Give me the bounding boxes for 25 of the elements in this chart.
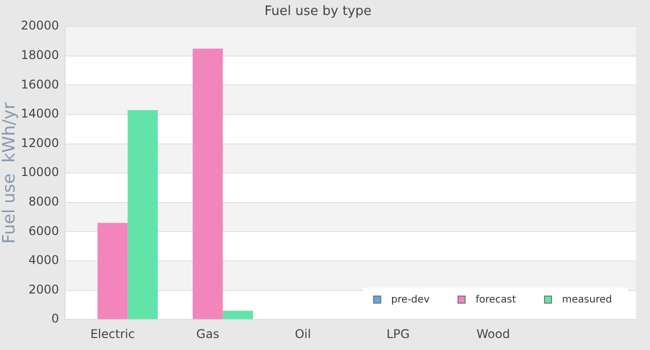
y-tick-label: 14000 [20,106,59,121]
y-tick-label: 4000 [28,253,59,268]
bar [192,48,223,320]
x-tick-label: LPG [386,326,410,341]
y-tick-label: 6000 [28,224,59,238]
x-tick-label: Oil [294,326,311,341]
y-tick-label: 20000 [20,18,59,33]
y-tick-label: 18000 [20,48,59,62]
y-tick-label: 8000 [28,194,59,209]
y-tick-label: 10000 [20,165,59,180]
legend-label: measured [562,294,612,306]
legend-label: pre-dev [391,294,430,306]
y-tick-label: 0 [51,312,59,326]
x-tick-label: Gas [196,326,220,341]
bar [98,222,128,320]
bar [128,110,158,320]
y-tick-label: 2000 [28,282,59,296]
y-tick-label: 12000 [20,136,59,150]
y-tick-label: 16000 [20,77,59,92]
bar [222,310,253,320]
x-tick-label: Wood [476,326,510,341]
y-axis-title: Fuel use kWh/yr [0,102,20,244]
x-tick-label: Electric [90,326,135,341]
legend-label: forecast [476,294,516,306]
chart-title: Fuel use by type [264,4,372,20]
